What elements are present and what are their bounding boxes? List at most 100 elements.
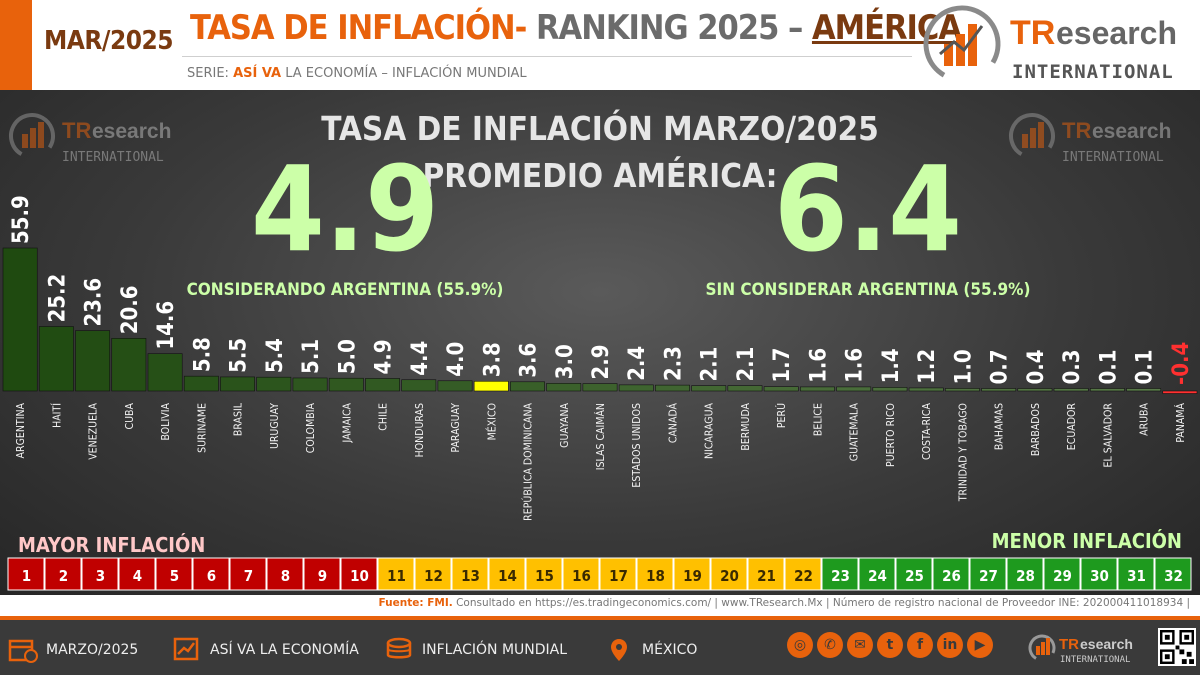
bar-0 <box>2 247 38 392</box>
rank-label-6: 6 <box>207 567 216 585</box>
rank-label-28: 28 <box>1016 567 1035 585</box>
category-label-21: PERÚ <box>775 403 788 428</box>
footer-logo-tr: TR <box>1059 636 1079 653</box>
logo-brand-tr: TR <box>1010 14 1055 52</box>
rank-label-3: 3 <box>96 567 105 585</box>
bar-32 <box>1162 390 1198 394</box>
rank-cell-27 <box>969 557 1007 591</box>
category-label-25: COSTA-RICA <box>921 402 933 460</box>
bar-29 <box>1053 388 1089 392</box>
watermark-logo-right: TR esearch INTERNATIONAL <box>1009 113 1171 165</box>
facebook-icon[interactable]: f <box>907 632 933 658</box>
rank-cell-19 <box>673 557 711 591</box>
rank-cell-13 <box>451 557 489 591</box>
category-label-5: SURINAME <box>196 403 208 453</box>
watermark-sub: INTERNATIONAL <box>62 150 164 165</box>
value-label-14: 3.6 <box>517 343 542 378</box>
series-highlight: ASÍ VA <box>233 66 282 81</box>
rank-label-24: 24 <box>868 567 887 585</box>
rank-high-label: MAYOR INFLACIÓN <box>18 533 205 557</box>
title-part-1: TASA DE INFLACIÓN- <box>190 8 527 48</box>
footer-item-country: MÉXICO <box>604 637 697 663</box>
rank-cell-16 <box>562 557 600 591</box>
source-text: Consultado en https://es.tradingeconomic… <box>452 597 1190 609</box>
rank-cell-3 <box>81 557 119 591</box>
value-label-20: 2.1 <box>734 347 759 382</box>
value-label-28: 0.4 <box>1024 349 1049 384</box>
bar-16 <box>582 383 618 392</box>
category-label-3: CUBA <box>124 402 136 429</box>
series-label: SERIE: ASÍ VA LA ECONOMÍA – INFLACIÓN MU… <box>187 66 527 81</box>
footer-divider <box>0 616 1200 621</box>
bar-3 <box>111 338 147 392</box>
footer-item-series: ASÍ VA LA ECONOMÍA <box>172 637 359 663</box>
value-label-26: 1.0 <box>951 349 976 384</box>
category-label-22: BELICE <box>812 403 824 436</box>
category-label-27: BAHAMAS <box>994 403 1006 450</box>
linkedin-icon[interactable]: in <box>937 632 963 658</box>
category-label-20: BERMUDA <box>740 402 752 450</box>
rank-label-18: 18 <box>646 567 665 585</box>
footer-item-topic: INFLACIÓN MUNDIAL <box>384 637 567 663</box>
bar-2 <box>75 330 111 392</box>
twitter-icon[interactable]: t <box>877 632 903 658</box>
bar-27 <box>981 388 1017 392</box>
bar-23 <box>836 386 872 392</box>
rank-cell-29 <box>1043 557 1081 591</box>
rank-cell-25 <box>895 557 933 591</box>
value-label-7: 5.4 <box>263 338 288 373</box>
coins-icon <box>386 637 412 659</box>
chart-subheadline: PROMEDIO AMÉRICA: <box>423 155 778 195</box>
rank-cell-30 <box>1080 557 1118 591</box>
value-label-13: 3.8 <box>480 342 505 377</box>
value-label-31: 0.1 <box>1133 349 1158 384</box>
logo-trend-icon <box>939 25 984 56</box>
value-label-3: 20.6 <box>118 285 143 334</box>
header: MAR/2025 TASA DE INFLACIÓN- RANKING 2025… <box>32 0 1200 90</box>
bar-19 <box>691 385 727 392</box>
category-label-24: PUERTO RICO <box>885 403 897 467</box>
category-label-15: GUAYANA <box>559 402 571 447</box>
period-label: MAR/2025 <box>44 26 174 56</box>
mail-icon[interactable]: ✉ <box>847 632 873 658</box>
rank-cell-17 <box>599 557 637 591</box>
watermark-logos: TR esearch INTERNATIONAL TR esearch INTE… <box>9 113 1171 165</box>
category-label-6: BRASIL <box>233 402 245 436</box>
category-label-31: ARUBA <box>1139 402 1151 435</box>
inflation-chart: TR esearch INTERNATIONAL TR esearch INTE… <box>2 108 1198 591</box>
category-label-19: NICARAGUA <box>704 402 716 459</box>
footer-item-country-label: MÉXICO <box>642 642 698 658</box>
rank-label-10: 10 <box>350 567 369 585</box>
footer-item-series-label: ASÍ VA LA ECONOMÍA <box>210 642 359 658</box>
page-title: TASA DE INFLACIÓN- RANKING 2025 – AMÉRIC… <box>190 8 962 48</box>
qr-code-icon[interactable] <box>1158 628 1196 666</box>
avg-without-argentina: 6.4 <box>774 140 962 278</box>
value-label-18: 2.3 <box>661 346 686 381</box>
category-label-10: CHILE <box>378 403 390 431</box>
series-suffix: LA ECONOMÍA – INFLACIÓN MUNDIAL <box>281 66 527 81</box>
phone-icon[interactable]: ✆ <box>817 632 843 658</box>
rank-cell-23 <box>821 557 859 591</box>
rank-label-12: 12 <box>424 567 443 585</box>
value-label-6: 5.5 <box>227 338 252 373</box>
globe-icon[interactable]: ◎ <box>787 632 813 658</box>
category-label-18: CANADÁ <box>666 402 679 443</box>
bar-15 <box>546 383 582 392</box>
value-label-0: 55.9 <box>9 195 34 244</box>
value-label-1: 25.2 <box>45 274 70 323</box>
bar-11 <box>401 379 437 392</box>
rank-cell-14 <box>488 557 526 591</box>
rank-cell-20 <box>710 557 748 591</box>
bar-12 <box>437 380 473 392</box>
bar-24 <box>872 387 908 392</box>
category-label-7: URUGUAY <box>269 403 281 449</box>
rank-label-17: 17 <box>609 567 628 585</box>
bar-14 <box>510 381 545 392</box>
rank-cell-15 <box>525 557 563 591</box>
youtube-icon[interactable]: ▶ <box>967 632 993 658</box>
avg-without-label: SIN CONSIDERAR ARGENTINA (55.9%) <box>706 280 1031 300</box>
footer-item-topic-label: INFLACIÓN MUNDIAL <box>422 642 568 658</box>
rank-cell-18 <box>636 557 674 591</box>
rank-cell-5 <box>155 557 193 591</box>
bar-series <box>2 247 1198 394</box>
